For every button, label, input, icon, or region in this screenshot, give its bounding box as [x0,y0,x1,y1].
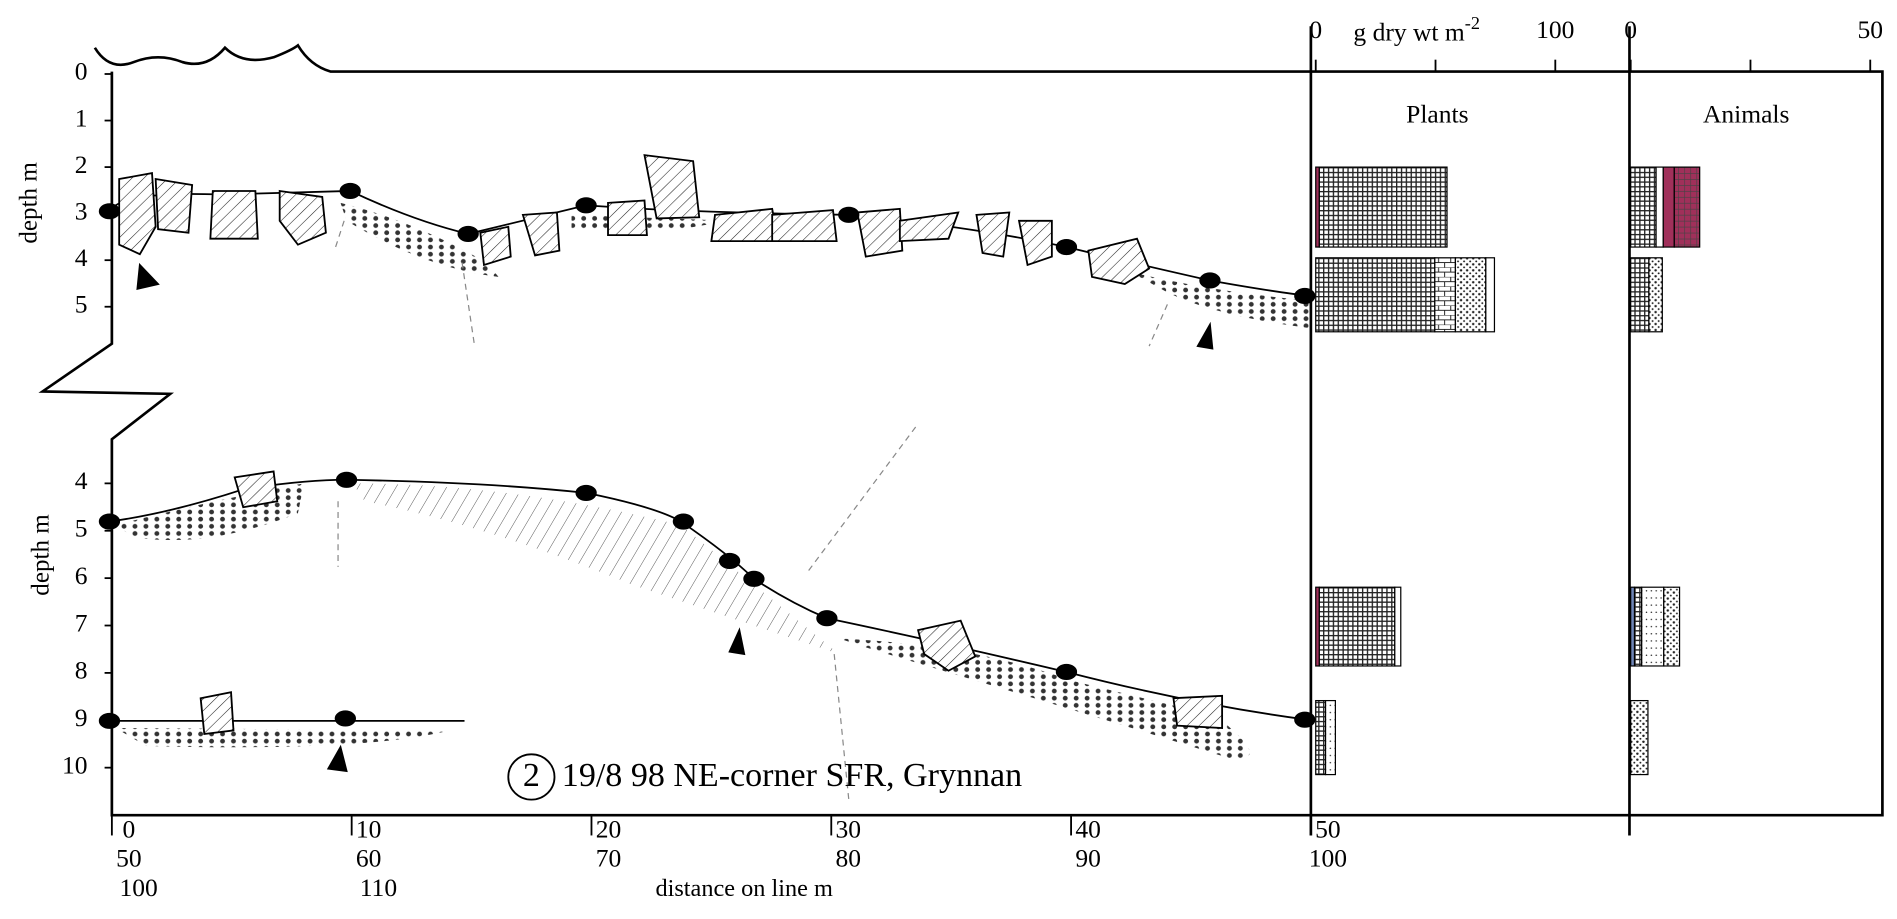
y-tick-label: 2 [75,151,88,179]
x-tick-label: 0 [1624,16,1637,44]
panel-title: Animals [1703,101,1790,129]
bar-segment [1630,166,1657,248]
y-tick-label: 7 [75,609,88,637]
y-tick-label: 3 [75,198,88,226]
bar-segment [1315,257,1436,333]
x-tick-label: 70 [596,844,622,872]
x-tick-label: 110 [360,874,397,902]
seafloor [98,154,1316,800]
bar-segment [1673,166,1701,248]
bar-segment [1648,257,1663,333]
unit-exponent: -2 [1465,13,1480,33]
x-label: distance on line m [655,876,833,902]
y-tick-label: 9 [75,704,88,732]
frame [38,26,1884,836]
bar-segment [1630,257,1650,333]
unit-text: g dry wt m [1353,19,1465,47]
y-tick-label: 5 [75,515,88,543]
bar-segment [1485,257,1496,333]
y-tick-label: 4 [75,467,88,495]
x-tick-label: 100 [1536,16,1574,44]
x-tick-label: 0 [1309,16,1322,44]
x-tick-label: 100 [1309,844,1347,872]
site-number: 2 [523,757,540,794]
bar-segment [1641,586,1665,667]
bar-segment [1394,586,1402,667]
x-tick-label: 90 [1075,844,1101,872]
bar-segment [1324,699,1336,776]
y-tick-label: 0 [75,58,88,86]
site-circle [507,753,556,801]
bar-segment [1318,166,1448,248]
x-tick-label: 10 [356,816,382,844]
x-tick-label: 80 [836,844,862,872]
bar-segment [1454,257,1487,333]
bar-segment [1315,699,1327,776]
y-tick-label: 5 [75,291,88,319]
x-tick-label: 50 [116,844,142,872]
bar-segment [1434,257,1457,333]
x-tick-label: 40 [1075,816,1101,844]
panel-title: Plants [1406,101,1468,129]
x-tick-label: 60 [356,844,382,872]
x-tick-label: 30 [836,816,862,844]
x-tick-label: 0 [123,816,136,844]
y-tick-label: 1 [75,105,88,133]
y-tick-label: 8 [75,657,88,685]
bar-segment [1633,586,1643,667]
bar-segment [1662,166,1675,248]
y-tick-label: 10 [62,752,88,780]
bar-segment [1318,586,1396,667]
x-tick-label: 20 [596,816,622,844]
y-label: depth m [26,514,54,596]
bar-segment [1663,586,1681,667]
x-tick-label: 100 [119,874,157,902]
x-tick-label: 50 [1315,816,1341,844]
bar-segment [1655,166,1664,248]
y-label: depth m [14,162,42,244]
y-tick-label: 6 [75,562,88,590]
x-tick-label: 50 [1857,16,1883,44]
site-title: 19/8 98 NE-corner SFR, Grynnan [562,757,1022,794]
bar-segment [1630,699,1649,776]
y-tick-label: 4 [75,244,88,272]
unit-label: g dry wt m-2 [1353,13,1480,46]
